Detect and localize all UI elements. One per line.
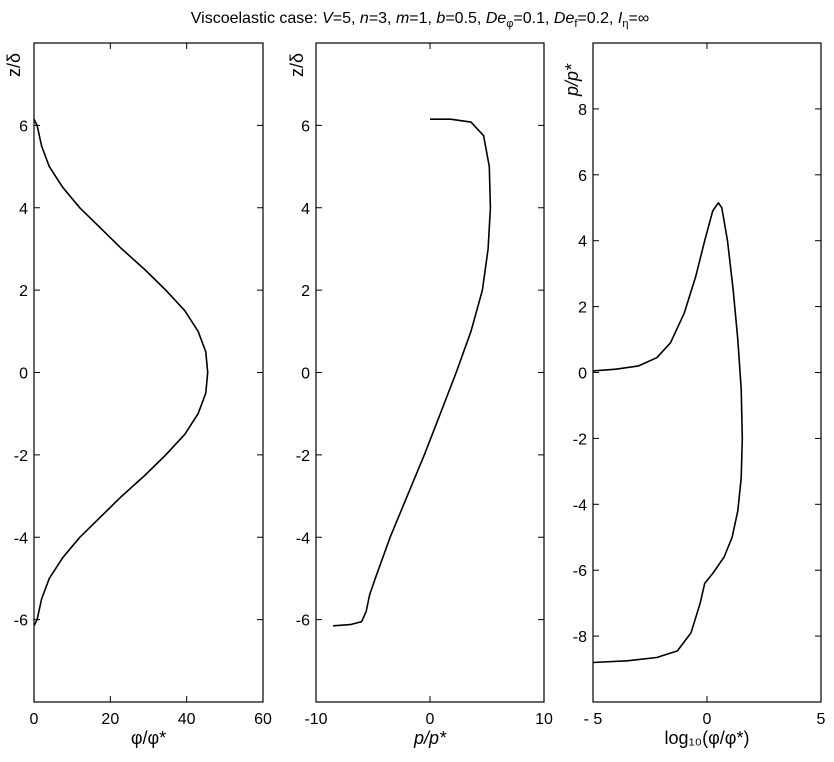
x-axis-label: log₁₀(φ/φ*) <box>665 728 750 748</box>
x-axis-label: φ/φ* <box>131 728 166 748</box>
y-tick-label: -4 <box>296 530 310 547</box>
x-axis-label: p/p* <box>413 728 447 748</box>
plot-frame <box>33 42 264 703</box>
y-tick-label: 4 <box>19 201 28 218</box>
y-tick-label: 0 <box>578 366 587 383</box>
y-tick-label: -2 <box>573 431 587 448</box>
y-tick-label: 0 <box>301 366 310 383</box>
panel-pressure-vs-log-phi: - 5 0 5 -8 -6 -4 -2 0 2 4 6 8 log₁₀(φ/φ*) p/p* <box>562 42 826 748</box>
y-tick-label: -2 <box>296 448 310 465</box>
x-tick-label: - 5 <box>584 711 603 728</box>
x-tick-label: 0 <box>30 711 39 728</box>
y-tick-label: 2 <box>301 283 310 300</box>
x-tick-label: 5 <box>817 711 826 728</box>
y-tick-label: -4 <box>14 530 28 547</box>
y-tick-label: 8 <box>578 102 587 119</box>
x-tick-label: 0 <box>703 711 712 728</box>
y-axis-label: z/δ <box>4 53 24 77</box>
x-tick-label: 10 <box>535 711 553 728</box>
y-tick-label: 6 <box>19 118 28 135</box>
y-axis-label: p/p* <box>562 63 582 97</box>
series-line <box>592 202 744 664</box>
y-tick-label: 2 <box>19 283 28 300</box>
chart-title: Viscoelastic case: V=5, n=3, m=1, b=0.5,… <box>191 10 649 30</box>
x-tick-label: 0 <box>426 711 435 728</box>
y-tick-label: -6 <box>14 613 28 630</box>
plot-frame <box>592 42 822 703</box>
y-tick-label: -4 <box>573 497 587 514</box>
x-tick-label: 20 <box>101 711 119 728</box>
plot-frame <box>315 42 545 703</box>
series-line <box>33 118 209 627</box>
y-tick-label: -2 <box>14 448 28 465</box>
y-tick-label: -6 <box>573 563 587 580</box>
y-tick-label: -8 <box>573 629 587 646</box>
y-tick-label: 2 <box>578 300 587 317</box>
x-tick-label: 40 <box>178 711 196 728</box>
x-tick-label: 60 <box>254 711 272 728</box>
series-line <box>333 118 492 627</box>
x-tick-label: -10 <box>304 711 327 728</box>
y-tick-label: 6 <box>578 168 587 185</box>
y-tick-label: 4 <box>301 201 310 218</box>
y-tick-label: 4 <box>578 234 587 251</box>
y-tick-label: 6 <box>301 118 310 135</box>
y-tick-label: 0 <box>19 366 28 383</box>
panel-phi-profile: 0 20 40 60 -6 -4 -2 0 2 4 6 φ/φ* z/δ <box>4 42 272 748</box>
y-axis-label: z/δ <box>287 53 307 77</box>
panel-pressure-profile: -10 0 10 -6 -4 -2 0 2 4 6 p/p* z/δ <box>287 42 553 748</box>
y-tick-label: -6 <box>296 613 310 630</box>
